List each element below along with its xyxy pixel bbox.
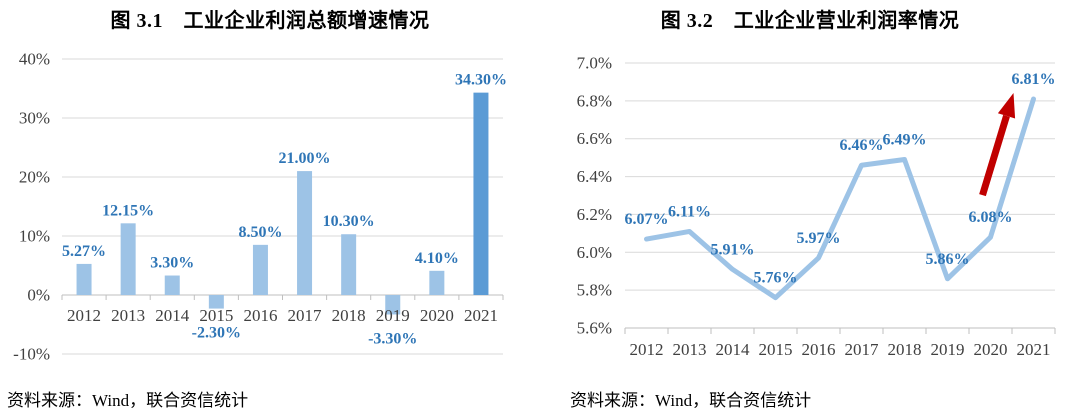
bar-2014	[164, 275, 180, 295]
x-axis-label-2020: 2020	[974, 340, 1008, 359]
bar-2012	[76, 263, 92, 295]
y-axis-label: 6.0%	[577, 243, 612, 262]
point-value-label-2013: 6.11%	[668, 203, 711, 220]
y-axis-label: 30%	[19, 109, 50, 128]
point-value-label-2012: 6.07%	[625, 211, 669, 228]
trend-line	[644, 96, 1036, 301]
bar-value-label-2012: 5.27%	[62, 243, 106, 260]
point-value-label-2014: 5.91%	[711, 241, 755, 258]
x-axis-label-2017: 2017	[288, 306, 323, 325]
bar-value-label-2018: 10.30%	[323, 213, 375, 230]
bar-value-label-2014: 3.30%	[150, 255, 194, 272]
x-axis-label-2013: 2013	[673, 340, 707, 359]
bar-2017	[297, 171, 313, 295]
bar-2020	[429, 270, 445, 295]
bar-2018	[341, 234, 357, 295]
y-axis-label: 6.2%	[577, 205, 612, 224]
point-value-label-2021: 6.81%	[1012, 71, 1056, 88]
rise-arrow-head	[997, 93, 1016, 119]
x-axis-label-2018: 2018	[332, 306, 366, 325]
y-axis-label: 10%	[19, 227, 50, 246]
point-value-label-2015: 5.76%	[754, 270, 798, 287]
x-axis-label-2020: 2020	[420, 306, 454, 325]
point-value-label-2019: 5.86%	[926, 251, 970, 268]
x-axis-label-2019: 2019	[376, 306, 410, 325]
bar-value-label-2016: 8.50%	[238, 224, 282, 241]
bar-2013	[120, 223, 136, 295]
bar-2016	[252, 244, 268, 295]
y-axis-label: 0%	[27, 286, 50, 305]
x-axis-label-2013: 2013	[111, 306, 145, 325]
y-axis-label: -10%	[13, 345, 50, 364]
x-axis-label-2019: 2019	[931, 340, 965, 359]
y-axis-label: 40%	[19, 50, 50, 69]
x-axis-label-2016: 2016	[802, 340, 836, 359]
point-value-label-2018: 6.49%	[883, 132, 927, 149]
y-axis-label: 5.6%	[577, 319, 612, 338]
figure-3-1-source: 资料来源：Wind，联合资信统计	[7, 391, 249, 410]
figure-3-1-panel: 图 3.1 工业企业利润总额增速情况 40% 30% 20% 10% 0% -10% 5.2…	[7, 10, 507, 410]
point-value-label-2016: 5.97%	[797, 230, 841, 247]
x-axis-label-2015: 2015	[759, 340, 793, 359]
bar-value-label-2017: 21.00%	[279, 150, 331, 167]
x-axis-label-2016: 2016	[243, 306, 277, 325]
x-axis-label-2021: 2021	[464, 306, 498, 325]
bar-2015	[208, 295, 224, 309]
x-axis-label-2014: 2014	[716, 340, 751, 359]
y-axis-label: 7.0%	[577, 54, 612, 73]
bar-value-label-2020: 4.10%	[415, 250, 459, 267]
bar-value-label-2015: -2.30%	[192, 325, 241, 342]
figure-3-1-title: 图 3.1 工业企业利润总额增速情况	[110, 10, 430, 32]
y-axis-label: 6.8%	[577, 91, 612, 110]
profit-growth-bar-chart: 40% 30% 20% 10% 0% -10% 5.27% 2012 12.15% 2013 3.3…	[13, 50, 507, 364]
x-axis-label-2021: 2021	[1017, 340, 1051, 359]
figure-3-2-title: 图 3.2 工业企业营业利润率情况	[660, 10, 960, 32]
x-axis-label-2015: 2015	[199, 306, 233, 325]
bar-value-label-2013: 12.15%	[102, 202, 154, 219]
y-axis-label: 5.8%	[577, 281, 612, 300]
operating-margin-line-chart: 7.0% 6.8% 6.6% 6.4% 6.2% 6.0% 5.8% 5.6% 6.07% 201…	[577, 54, 1056, 359]
figure-3-2-panel: 图 3.2 工业企业营业利润率情况 7.0% 6.8% 6.6% 6.4% 6.2% 6.…	[540, 0, 1080, 416]
bar-2019	[385, 295, 401, 315]
bar-2021	[473, 92, 489, 295]
y-axis-label: 6.4%	[577, 167, 612, 186]
x-axis-label-2012: 2012	[630, 340, 664, 359]
figure-3-2-source: 资料来源：Wind，联合资信统计	[570, 391, 812, 410]
y-axis-label: 20%	[19, 168, 50, 187]
rise-arrow-shaft	[979, 114, 1010, 197]
y-axis-label: 6.6%	[577, 129, 612, 148]
point-value-label-2020: 6.08%	[969, 209, 1013, 226]
x-axis-label-2017: 2017	[845, 340, 880, 359]
bar-value-label-2021: 34.30%	[455, 72, 507, 89]
point-value-label-2017: 6.46%	[840, 137, 884, 154]
x-axis-label-2014: 2014	[155, 306, 190, 325]
bar-value-label-2019: -3.30%	[368, 330, 417, 347]
x-axis-label-2018: 2018	[888, 340, 922, 359]
x-axis-label-2012: 2012	[67, 306, 101, 325]
